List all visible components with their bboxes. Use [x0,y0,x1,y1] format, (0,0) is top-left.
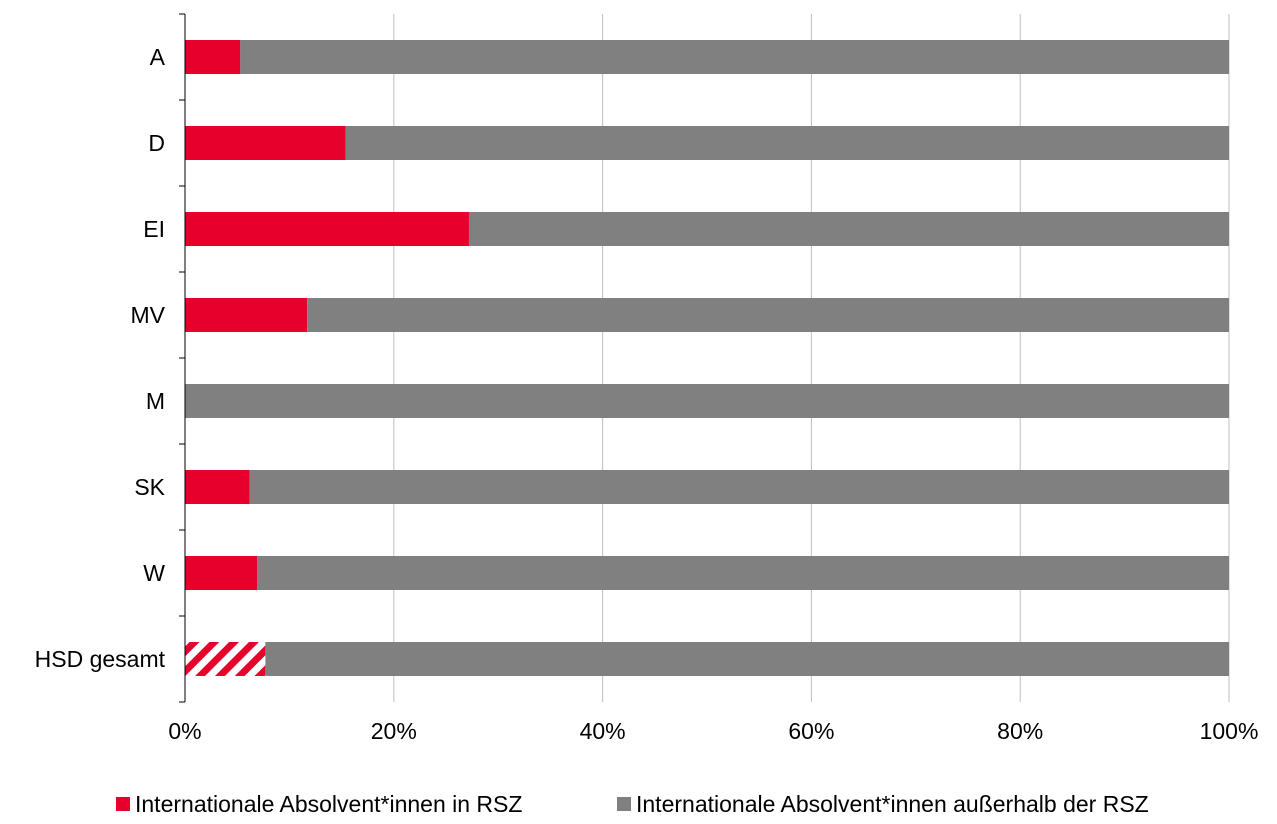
bar-in-rsz-sk [185,470,250,504]
bar-outside-rsz-d [345,126,1229,160]
bar-in-rsz-w [185,556,258,590]
legend-swatch-in-rsz [116,797,130,811]
bar-outside-rsz-hsd-gesamt [265,642,1229,676]
bar-in-rsz-hsd-gesamt [185,642,266,676]
category-label: A [150,44,166,70]
x-tick-label: 20% [371,718,417,744]
bar-outside-rsz-sk [249,470,1229,504]
category-label: HSD gesamt [35,646,166,672]
labels: 0% 20% 40% 60% 80% 100% A D EI MV M SK W HSD gesamt [35,44,1259,744]
bar-outside-rsz-m [185,384,1229,418]
legend: Internationale Absolvent*innen in RSZ Int… [116,791,1149,817]
legend-swatch-outside-rsz [617,797,631,811]
category-label: D [148,130,165,156]
bar-outside-rsz-ei [468,212,1229,246]
x-tick-label: 40% [580,718,626,744]
legend-label-in-rsz: Internationale Absolvent*innen in RSZ [135,791,522,817]
grid-lines [393,14,1230,702]
bar-in-rsz-d [185,126,346,160]
category-label: EI [143,216,165,242]
axes [179,13,186,703]
bar-outside-rsz-w [257,556,1229,590]
legend-label-outside-rsz: Internationale Absolvent*innen außerhalb… [636,791,1149,817]
bar-in-rsz-mv [185,298,308,332]
category-label: M [146,388,165,414]
bar-outside-rsz-a [240,40,1229,74]
bars [185,40,1229,676]
category-label: W [143,560,165,586]
x-tick-label: 80% [997,718,1043,744]
x-tick-label: 0% [168,718,201,744]
category-label: MV [131,302,166,328]
category-label: SK [134,474,165,500]
bar-in-rsz-ei [185,212,469,246]
bar-in-rsz-a [185,40,241,74]
x-tick-label: 100% [1200,718,1259,744]
bar-outside-rsz-mv [307,298,1229,332]
x-tick-label: 60% [788,718,834,744]
